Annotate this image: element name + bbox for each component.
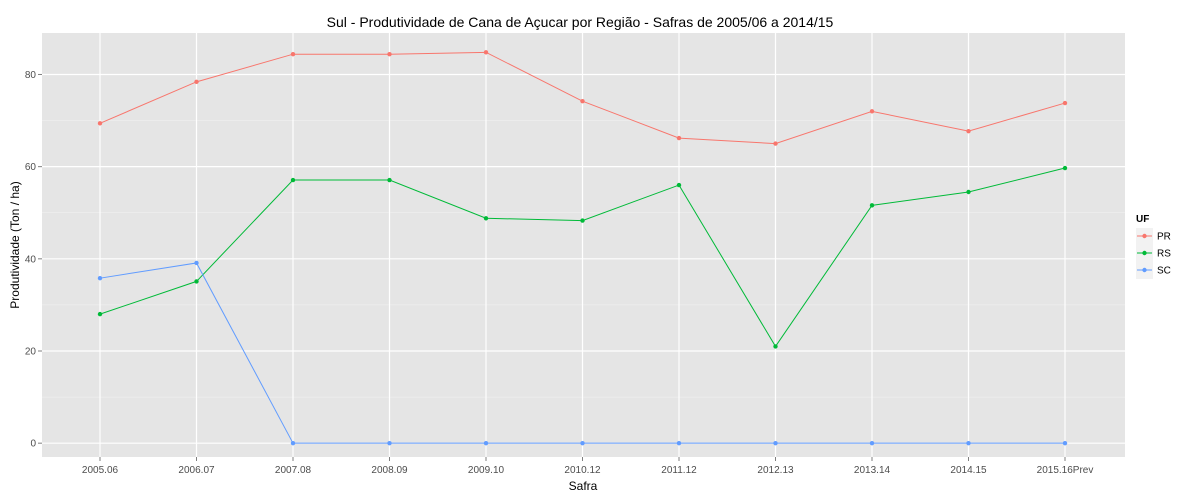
x-tick-label: 2006.07 bbox=[178, 465, 215, 476]
x-tick-label: 2012.13 bbox=[757, 465, 794, 476]
data-point bbox=[1062, 165, 1068, 171]
data-point bbox=[387, 177, 392, 183]
data-point bbox=[869, 440, 875, 446]
x-axis: 2005.06 2006.07 2007.08 2008.09 2009.10 2010.… bbox=[82, 457, 1093, 476]
x-tick-label: 2010.12 bbox=[564, 465, 601, 476]
data-point bbox=[290, 177, 296, 183]
data-point bbox=[1062, 440, 1068, 446]
y-axis-title: Produtividade (Ton / ha) bbox=[8, 181, 22, 308]
data-point bbox=[676, 440, 682, 446]
legend-point bbox=[1142, 250, 1147, 256]
data-point bbox=[483, 216, 489, 221]
data-point bbox=[676, 135, 682, 141]
x-tick-label: 2008.09 bbox=[371, 465, 408, 476]
chart-title: Sul - Produtividade de Cana de Açucar po… bbox=[327, 14, 834, 30]
series-layer bbox=[97, 50, 1068, 446]
x-tick-label: 2011.12 bbox=[661, 465, 697, 476]
legend-label: SC bbox=[1157, 266, 1171, 277]
series-rs bbox=[97, 165, 1068, 349]
data-point bbox=[1062, 100, 1068, 106]
legend-point bbox=[1142, 267, 1147, 273]
data-point bbox=[773, 440, 778, 446]
y-tick-label: 40 bbox=[25, 254, 37, 265]
data-point bbox=[966, 128, 971, 134]
data-point bbox=[194, 79, 199, 85]
data-point bbox=[387, 52, 392, 57]
data-point bbox=[387, 440, 392, 446]
x-tick-label: 2007.08 bbox=[275, 465, 312, 476]
data-point bbox=[869, 203, 875, 208]
x-tick-label: 2015.16Prev bbox=[1037, 465, 1094, 476]
data-point bbox=[580, 99, 585, 104]
series-sc bbox=[97, 260, 1068, 446]
y-tick-label: 80 bbox=[25, 70, 37, 81]
legend-label: RS bbox=[1157, 249, 1171, 260]
series-pr bbox=[97, 50, 1068, 146]
legend: UF PR RS SC bbox=[1136, 214, 1171, 279]
data-point bbox=[194, 279, 199, 284]
y-tick-label: 0 bbox=[30, 439, 36, 450]
data-point bbox=[97, 311, 103, 317]
legend-label: PR bbox=[1157, 232, 1171, 243]
data-point bbox=[290, 440, 296, 446]
data-point bbox=[869, 109, 875, 114]
plot-panel bbox=[42, 33, 1125, 457]
data-point bbox=[97, 121, 103, 126]
data-point bbox=[290, 52, 296, 57]
y-axis: 0 20 40 60 80 bbox=[25, 70, 42, 450]
x-tick-label: 2013.14 bbox=[854, 465, 891, 476]
x-axis-title: Safra bbox=[569, 479, 598, 493]
y-tick-label: 20 bbox=[25, 347, 37, 358]
data-point bbox=[676, 182, 682, 188]
data-point bbox=[97, 275, 103, 281]
x-tick-label: 2014.15 bbox=[950, 465, 987, 476]
data-point bbox=[966, 189, 971, 195]
data-point bbox=[483, 50, 489, 55]
data-point bbox=[773, 344, 778, 349]
data-point bbox=[773, 141, 778, 146]
legend-point bbox=[1142, 233, 1147, 239]
y-tick-label: 60 bbox=[25, 162, 37, 173]
legend-title: UF bbox=[1136, 214, 1149, 225]
data-point bbox=[194, 260, 199, 266]
data-point bbox=[580, 218, 585, 223]
data-point bbox=[580, 440, 585, 446]
data-point bbox=[966, 440, 971, 446]
x-tick-label: 2009.10 bbox=[468, 465, 505, 476]
x-tick-label: 2005.06 bbox=[82, 465, 119, 476]
data-point bbox=[483, 440, 489, 446]
